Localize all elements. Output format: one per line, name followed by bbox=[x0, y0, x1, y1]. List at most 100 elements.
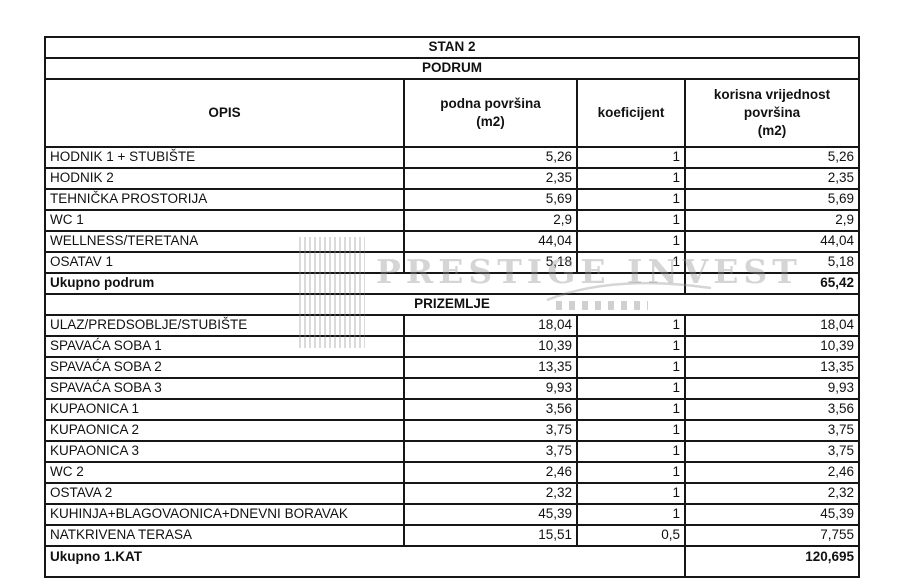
koeficijent-cell: 1 bbox=[576, 482, 686, 505]
title-row: STAN 2 bbox=[43, 36, 861, 59]
koeficijent-cell: 1 bbox=[576, 167, 686, 190]
opis-cell: KUPAONICA 3 bbox=[44, 440, 405, 463]
section-row: PRIZEMLJE bbox=[43, 293, 861, 316]
table-row: HODNIK 1 + STUBIŠTE 5,26 1 5,26 bbox=[44, 146, 861, 169]
opis-cell: WC 2 bbox=[44, 461, 405, 484]
table-row: KUPAONICA 2 3,75 1 3,75 bbox=[44, 419, 861, 442]
korisna-cell: 5,69 bbox=[683, 188, 861, 211]
table-row: WC 1 2,9 1 2,9 bbox=[44, 209, 861, 232]
korisna-cell: 5,26 bbox=[683, 146, 861, 169]
section-row: PODRUM bbox=[43, 57, 861, 80]
opis-cell: TEHNIČKA PROSTORIJA bbox=[44, 188, 405, 211]
korisna-cell: 45,39 bbox=[683, 503, 861, 526]
table-row: OSATAV 1 5,18 1 5,18 bbox=[44, 251, 861, 274]
total-row: Ukupno podrum 65,42 bbox=[44, 272, 861, 295]
table-row: KUHINJA+BLAGOVAONICA+DNEVNI BORAVAK 45,39… bbox=[44, 503, 861, 526]
korisna-cell: 18,04 bbox=[683, 314, 861, 337]
korisna-cell: 9,93 bbox=[683, 377, 861, 400]
opis-cell: NATKRIVENA TERASA bbox=[44, 524, 405, 547]
section-title: PRIZEMLJE bbox=[43, 293, 861, 316]
table-row: WC 2 2,46 1 2,46 bbox=[44, 461, 861, 484]
table-title: STAN 2 bbox=[43, 36, 861, 59]
total-row: Ukupno 1.KAT 120,695 bbox=[44, 545, 861, 578]
table-row: KUPAONICA 1 3,56 1 3,56 bbox=[44, 398, 861, 421]
koeficijent-cell: 1 bbox=[576, 461, 686, 484]
total-value-cell: 120,695 bbox=[683, 545, 861, 578]
area-table: STAN 2 PODRUM OPIS podna površina (m2) koef… bbox=[43, 36, 861, 578]
korisna-cell: 2,32 bbox=[683, 482, 861, 505]
opis-cell: HODNIK 2 bbox=[44, 167, 405, 190]
col-header-opis: OPIS bbox=[44, 78, 405, 148]
koeficijent-cell: 1 bbox=[576, 230, 686, 253]
podna-cell: 3,56 bbox=[403, 398, 578, 421]
korisna-cell: 13,35 bbox=[683, 356, 861, 379]
koeficijent-cell: 1 bbox=[576, 503, 686, 526]
opis-cell: WC 1 bbox=[44, 209, 405, 232]
korisna-cell: 3,75 bbox=[683, 419, 861, 442]
koeficijent-cell: 1 bbox=[576, 377, 686, 400]
podna-cell: 9,93 bbox=[403, 377, 578, 400]
korisna-cell: 5,18 bbox=[683, 251, 861, 274]
opis-cell: SPAVAĆA SOBA 3 bbox=[44, 377, 405, 400]
table-row: ULAZ/PREDSOBLJE/STUBIŠTE 18,04 1 18,04 bbox=[44, 314, 861, 337]
total-value-cell: 65,42 bbox=[683, 272, 861, 295]
table-row: HODNIK 2 2,35 1 2,35 bbox=[44, 167, 861, 190]
podna-cell: 45,39 bbox=[403, 503, 578, 526]
table-row: NATKRIVENA TERASA 15,51 0,5 7,755 bbox=[44, 524, 861, 547]
opis-cell: SPAVAĆA SOBA 1 bbox=[44, 335, 405, 358]
col-header-koeficijent: koeficijent bbox=[576, 78, 686, 148]
section-title: PODRUM bbox=[43, 57, 861, 80]
table-row: KUPAONICA 3 3,75 1 3,75 bbox=[44, 440, 861, 463]
korisna-cell: 2,46 bbox=[683, 461, 861, 484]
koeficijent-cell: 1 bbox=[576, 251, 686, 274]
table-row: SPAVAĆA SOBA 3 9,93 1 9,93 bbox=[44, 377, 861, 400]
korisna-cell: 3,75 bbox=[683, 440, 861, 463]
koeficijent-cell: 1 bbox=[576, 209, 686, 232]
column-header-row: OPIS podna površina (m2) koeficijent korisn… bbox=[44, 78, 861, 148]
koeficijent-cell: 1 bbox=[576, 440, 686, 463]
koeficijent-cell: 1 bbox=[576, 188, 686, 211]
podna-cell: 5,18 bbox=[403, 251, 578, 274]
total-label-cell: Ukupno 1.KAT bbox=[44, 545, 686, 578]
koeficijent-cell: 1 bbox=[576, 398, 686, 421]
podna-cell: 10,39 bbox=[403, 335, 578, 358]
podna-cell: 15,51 bbox=[403, 524, 578, 547]
koeficijent-cell: 1 bbox=[576, 314, 686, 337]
podna-cell: 2,32 bbox=[403, 482, 578, 505]
opis-cell: KUPAONICA 1 bbox=[44, 398, 405, 421]
podna-cell: 2,46 bbox=[403, 461, 578, 484]
podna-cell: 3,75 bbox=[403, 419, 578, 442]
table-row: WELLNESS/TERETANA 44,04 1 44,04 bbox=[44, 230, 861, 253]
koeficijent-cell: 1 bbox=[576, 146, 686, 169]
korisna-cell: 44,04 bbox=[683, 230, 861, 253]
opis-cell: OSATAV 1 bbox=[44, 251, 405, 274]
table-row: SPAVAĆA SOBA 2 13,35 1 13,35 bbox=[44, 356, 861, 379]
podna-cell: 5,26 bbox=[403, 146, 578, 169]
korisna-cell: 2,35 bbox=[683, 167, 861, 190]
podna-cell: 13,35 bbox=[403, 356, 578, 379]
podna-cell: 3,75 bbox=[403, 440, 578, 463]
korisna-cell: 2,9 bbox=[683, 209, 861, 232]
podna-cell: 5,69 bbox=[403, 188, 578, 211]
korisna-cell: 10,39 bbox=[683, 335, 861, 358]
opis-cell: WELLNESS/TERETANA bbox=[44, 230, 405, 253]
table-row: OSTAVA 2 2,32 1 2,32 bbox=[44, 482, 861, 505]
opis-cell: KUHINJA+BLAGOVAONICA+DNEVNI BORAVAK bbox=[44, 503, 405, 526]
col-header-podna: podna površina (m2) bbox=[403, 78, 578, 148]
table-body: STAN 2 PODRUM OPIS podna površina (m2) koef… bbox=[43, 36, 861, 578]
opis-cell: OSTAVA 2 bbox=[44, 482, 405, 505]
podna-cell: 2,9 bbox=[403, 209, 578, 232]
total-label-cell: Ukupno podrum bbox=[44, 272, 686, 295]
opis-cell: HODNIK 1 + STUBIŠTE bbox=[44, 146, 405, 169]
opis-cell: KUPAONICA 2 bbox=[44, 419, 405, 442]
korisna-cell: 7,755 bbox=[683, 524, 861, 547]
koeficijent-cell: 1 bbox=[576, 356, 686, 379]
table-row: SPAVAĆA SOBA 1 10,39 1 10,39 bbox=[44, 335, 861, 358]
podna-cell: 44,04 bbox=[403, 230, 578, 253]
table-row: TEHNIČKA PROSTORIJA 5,69 1 5,69 bbox=[44, 188, 861, 211]
koeficijent-cell: 1 bbox=[576, 419, 686, 442]
koeficijent-cell: 1 bbox=[576, 335, 686, 358]
col-header-korisna: korisna vrijednost površina (m2) bbox=[683, 78, 861, 148]
opis-cell: ULAZ/PREDSOBLJE/STUBIŠTE bbox=[44, 314, 405, 337]
